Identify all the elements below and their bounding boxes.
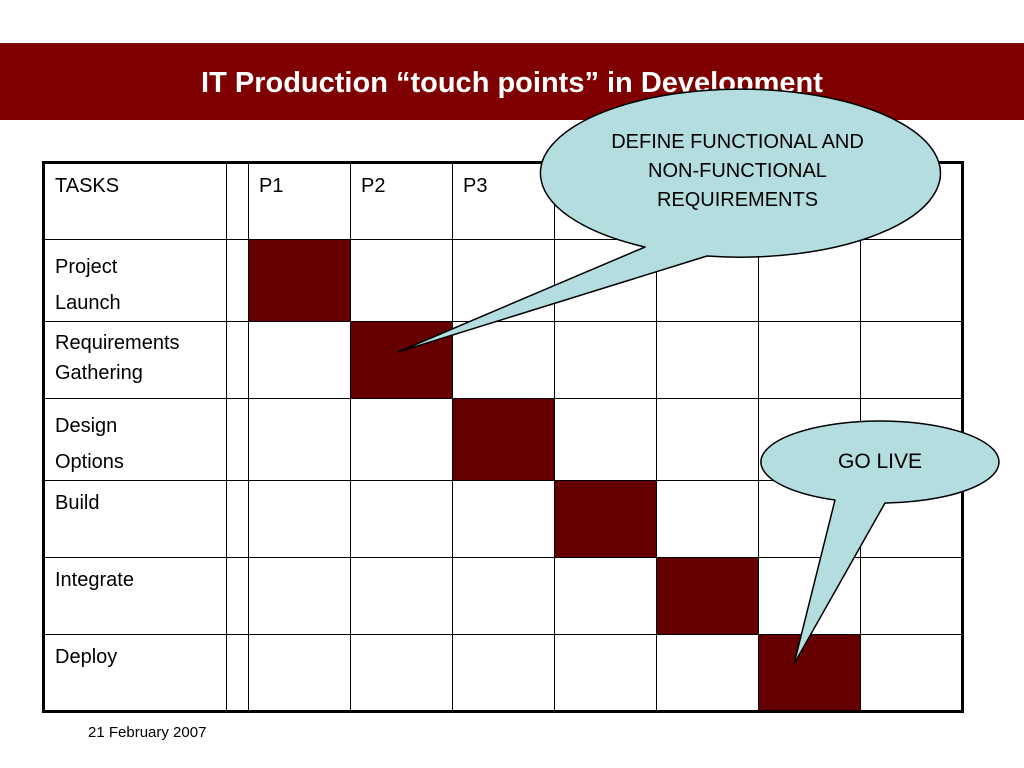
phase-cell	[452, 557, 555, 635]
tasks-header: TASKS	[43, 162, 227, 240]
task-label-requirements-gathering: Requirements Gathering	[43, 321, 227, 399]
table-row: Requirements Gathering	[43, 321, 963, 399]
task-label-line: Options	[55, 451, 124, 473]
filled-phase-cell	[554, 480, 657, 558]
phase-cell	[554, 239, 657, 322]
task-phase-matrix: TASKS P1 P2 P3 Project Launch	[42, 161, 964, 713]
table-row: Build	[43, 480, 963, 558]
spacer-cell	[226, 634, 249, 712]
phase-cell	[350, 239, 453, 322]
phase-cell	[554, 321, 657, 399]
phase-cell	[758, 239, 861, 322]
task-label-line: Integrate	[55, 569, 134, 591]
task-label-line: Deploy	[55, 646, 118, 668]
task-label-line: Requirements	[55, 332, 180, 354]
phase-cell	[248, 398, 351, 481]
phase-cell	[452, 480, 555, 558]
callout-line: GO LIVE	[837, 450, 923, 473]
task-label-integrate: Integrate	[43, 557, 227, 635]
phase-cell	[860, 634, 963, 712]
callout-line: DEFINE FUNCTIONAL AND	[611, 131, 864, 153]
filled-phase-cell	[758, 634, 861, 712]
phase-header-p3: P3	[452, 162, 555, 240]
go-live-callout-text: GO LIVE	[762, 448, 998, 476]
spacer-cell	[226, 480, 249, 558]
phase-cell	[656, 239, 759, 322]
phase-cell	[350, 398, 453, 481]
phase-cell	[350, 634, 453, 712]
phase-cell	[452, 239, 555, 322]
phase-cell	[860, 321, 963, 399]
slide-title: IT Production “touch points” in Developm…	[201, 67, 823, 99]
phase-cell	[656, 321, 759, 399]
task-label-project-launch: Project Launch	[43, 239, 227, 322]
phase-cell	[248, 321, 351, 399]
phase-cell	[554, 398, 657, 481]
table-row: Integrate	[43, 557, 963, 635]
phase-header-p2: P2	[350, 162, 453, 240]
spacer-cell	[226, 239, 249, 322]
filled-phase-cell	[350, 321, 453, 399]
phase-cell	[554, 634, 657, 712]
filled-phase-cell	[656, 557, 759, 635]
spacer-cell	[226, 162, 249, 240]
phase-cell	[452, 321, 555, 399]
phase-cell	[350, 557, 453, 635]
phase-cell	[248, 634, 351, 712]
phase-cell	[554, 557, 657, 635]
phase-cell	[860, 557, 963, 635]
filled-phase-cell	[248, 239, 351, 322]
task-label-build: Build	[43, 480, 227, 558]
task-label-design-options: Design Options	[43, 398, 227, 481]
phase-cell	[758, 480, 861, 558]
phase-header-p1: P1	[248, 162, 351, 240]
spacer-cell	[226, 398, 249, 481]
table-row: Project Launch	[43, 239, 963, 322]
task-label-line: Launch	[55, 292, 121, 314]
task-label-line: Design	[55, 415, 118, 437]
phase-cell	[656, 398, 759, 481]
phase-cell	[248, 557, 351, 635]
phase-cell	[860, 480, 963, 558]
spacer-cell	[226, 321, 249, 399]
task-label-line: Project	[55, 256, 118, 278]
task-label-line: Build	[55, 492, 100, 514]
title-band: IT Production “touch points” in Developm…	[0, 43, 1024, 120]
task-label-line: Gathering	[55, 362, 143, 384]
table-row: Deploy	[43, 634, 963, 712]
phase-cell	[452, 634, 555, 712]
task-label-deploy: Deploy	[43, 634, 227, 712]
footer-date: 21 February 2007	[88, 724, 207, 741]
phase-cell	[656, 480, 759, 558]
phase-cell	[758, 321, 861, 399]
phase-cell	[350, 480, 453, 558]
phase-cell	[656, 634, 759, 712]
filled-phase-cell	[452, 398, 555, 481]
spacer-cell	[226, 557, 249, 635]
requirements-callout-text: DEFINE FUNCTIONAL AND NON-FUNCTIONAL REQ…	[555, 128, 920, 215]
callout-line: NON-FUNCTIONAL	[648, 160, 827, 182]
phase-cell	[248, 480, 351, 558]
callout-line: REQUIREMENTS	[656, 189, 819, 211]
phase-cell	[758, 557, 861, 635]
phase-cell	[860, 239, 963, 322]
